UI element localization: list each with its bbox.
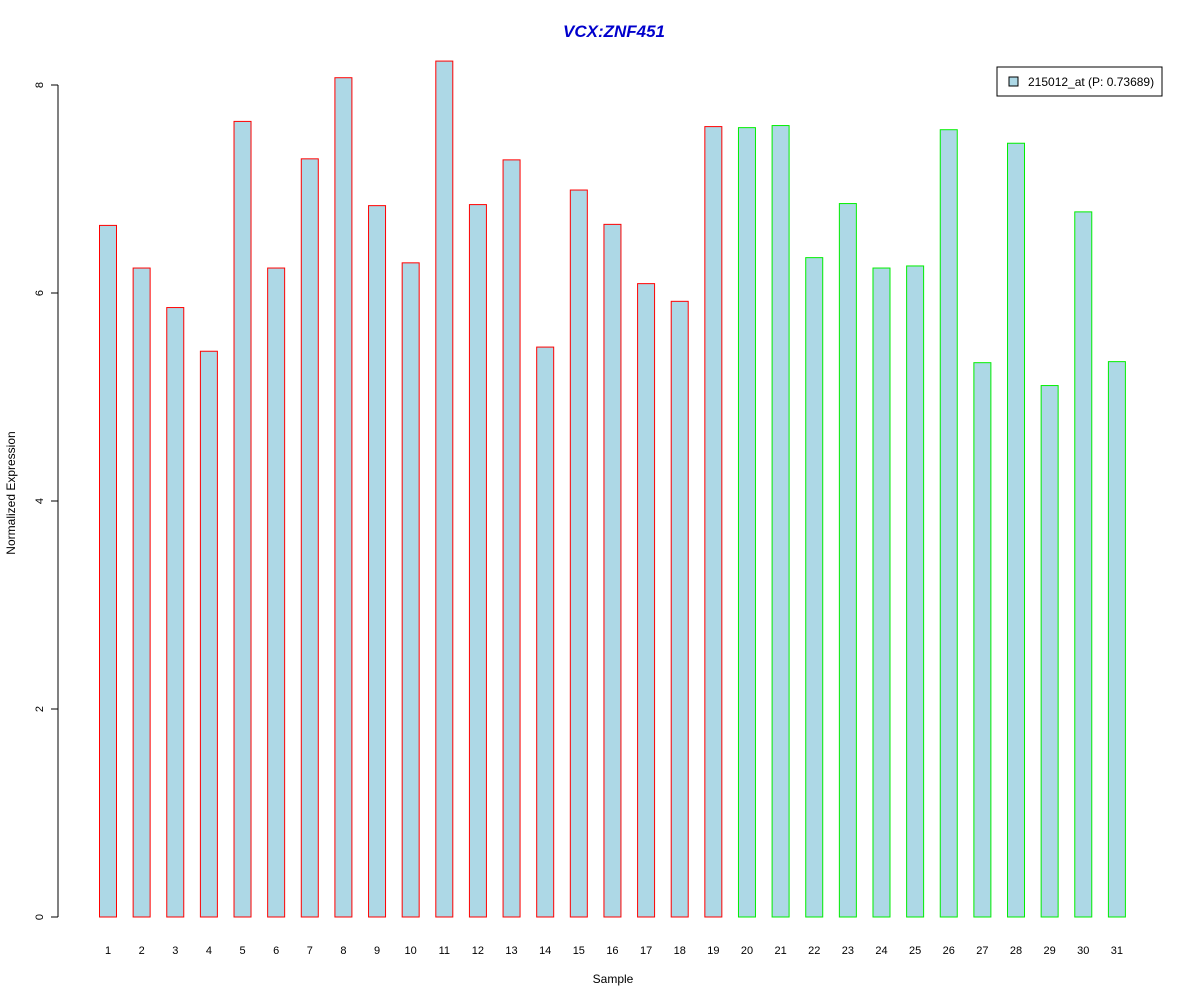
bar-sample-17 (637, 283, 656, 918)
bar-sample-13 (502, 159, 521, 918)
x-tick-label: 8 (340, 945, 346, 957)
bar-sample-14 (536, 346, 555, 918)
bar-sample-21 (771, 125, 790, 918)
legend: 215012_at (P: 0.73689) (996, 66, 1163, 97)
x-axis-label: Sample (593, 972, 634, 986)
bar-sample-11 (435, 60, 454, 918)
y-tick-label: 0 (34, 914, 46, 920)
x-tick-label: 1 (105, 945, 111, 957)
legend-box (996, 66, 1163, 97)
bar-sample-12 (468, 204, 487, 918)
x-tick-label: 9 (374, 945, 380, 957)
x-tick-label: 26 (943, 945, 955, 957)
y-tick-label: 4 (34, 498, 46, 504)
x-tick-label: 16 (606, 945, 618, 957)
x-tick-label: 5 (239, 945, 245, 957)
x-tick-label: 19 (707, 945, 719, 957)
bar-sample-3 (166, 307, 185, 918)
x-tick-label: 22 (808, 945, 820, 957)
x-tick-label: 15 (573, 945, 585, 957)
x-tick-label: 30 (1077, 945, 1089, 957)
x-tick-label: 28 (1010, 945, 1022, 957)
x-tick-labels: 1 2 3 4 5 6 7 8 9 10 11 12 13 14 15 16 17 18 19 20 21 22 23 24 2… (105, 945, 1123, 957)
bar-sample-7 (300, 158, 319, 918)
legend-swatch (1008, 76, 1019, 87)
bar-sample-19 (704, 126, 723, 918)
y-tick-label: 6 (34, 290, 46, 296)
legend-entry: 215012_at (P: 0.73689) (1028, 75, 1154, 89)
bar-sample-28 (1007, 142, 1026, 918)
x-tick-label: 31 (1111, 945, 1123, 957)
x-tick-label: 11 (439, 945, 450, 957)
x-tick-label: 27 (976, 945, 988, 957)
bar-sample-18 (670, 300, 689, 918)
x-tick-label: 21 (774, 945, 786, 957)
bar-sample-26 (939, 129, 958, 918)
x-tick-label: 17 (640, 945, 652, 957)
bar-sample-31 (1107, 361, 1126, 918)
x-tick-label: 14 (539, 945, 551, 957)
bar-sample-22 (805, 257, 824, 918)
bar-sample-2 (132, 267, 151, 918)
bar-sample-16 (603, 223, 622, 918)
x-tick-label: 24 (875, 945, 887, 957)
x-tick-label: 23 (842, 945, 854, 957)
chart-title: VCX:ZNF451 (563, 22, 665, 41)
bar-sample-8 (334, 77, 353, 918)
y-axis: 0 2 4 6 8 (34, 82, 59, 920)
bar-sample-9 (368, 205, 387, 918)
x-tick-label: 13 (505, 945, 517, 957)
bar-sample-15 (569, 189, 588, 918)
x-tick-label: 7 (307, 945, 313, 957)
bar-sample-4 (199, 350, 218, 918)
x-tick-label: 2 (139, 945, 145, 957)
bar-sample-20 (737, 127, 756, 918)
x-tick-label: 25 (909, 945, 921, 957)
x-tick-label: 4 (206, 945, 212, 957)
bar-sample-29 (1040, 385, 1059, 918)
x-tick-label: 3 (172, 945, 178, 957)
x-tick-label: 18 (674, 945, 686, 957)
y-tick-label: 8 (34, 82, 46, 88)
x-tick-label: 20 (741, 945, 753, 957)
y-tick-label: 2 (34, 706, 46, 712)
bar-sample-1 (99, 224, 117, 918)
bar-sample-6 (267, 267, 286, 918)
bars (99, 60, 1126, 918)
bar-sample-30 (1074, 211, 1093, 918)
x-tick-label: 12 (472, 945, 484, 957)
x-tick-label: 10 (405, 945, 417, 957)
bar-sample-23 (838, 203, 857, 918)
bar-sample-27 (973, 362, 992, 918)
bar-sample-10 (401, 262, 420, 918)
x-tick-label: 6 (273, 945, 279, 957)
x-tick-label: 29 (1044, 945, 1056, 957)
bar-sample-24 (872, 267, 891, 918)
bar-sample-5 (233, 120, 252, 918)
bar-sample-25 (906, 265, 925, 918)
y-axis-label: Normalized Expression (4, 431, 18, 554)
